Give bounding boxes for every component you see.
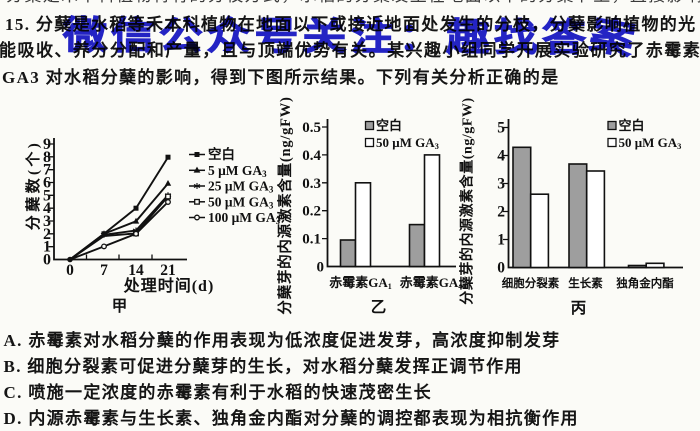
svg-text:空白: 空白 [208,146,235,162]
svg-text:1: 1 [497,232,505,249]
svg-text:0: 0 [43,252,51,269]
svg-text:2: 2 [43,226,51,243]
svg-text:6: 6 [43,175,51,192]
svg-text:独角金内酯: 独角金内酯 [616,276,674,290]
svg-text:乙: 乙 [371,299,387,316]
svg-text:空白: 空白 [376,118,402,133]
svg-text:0.2: 0.2 [302,204,321,220]
svg-text:赤霉素GA1: 赤霉素GA1 [329,275,392,291]
svg-text:8: 8 [43,149,51,166]
svg-text:5: 5 [43,187,51,204]
svg-text:3: 3 [497,176,505,193]
svg-text:分蘖芽的内源激素含量(ng/gFW): 分蘖芽的内源激素含量(ng/gFW) [276,96,294,314]
svg-text:生长素: 生长素 [568,276,603,290]
svg-text:50 μM GA3: 50 μM GA3 [208,194,274,210]
svg-text:0: 0 [497,260,505,277]
svg-text:空白: 空白 [619,118,645,133]
svg-text:0: 0 [66,262,74,279]
svg-text:4: 4 [43,200,51,217]
svg-text:甲: 甲 [112,297,128,315]
svg-text:丙: 丙 [571,299,587,317]
svg-text:7: 7 [100,262,108,279]
svg-text:分蘖芽的内源激素含量(ng/gFW): 分蘖芽的内源激素含量(ng/gFW) [459,97,476,304]
svg-text:2: 2 [497,204,505,221]
svg-text:9: 9 [43,136,51,153]
svg-text:赤霉素GA4: 赤霉素GA4 [400,275,463,291]
svg-text:4: 4 [497,148,505,165]
svg-text:21: 21 [160,262,176,279]
svg-text:1: 1 [43,239,51,256]
svg-text:100 μM GA3: 100 μM GA3 [208,210,281,226]
svg-text:处理时间(d): 处理时间(d) [123,276,215,295]
svg-text:5 μM GA3: 5 μM GA3 [208,163,267,179]
svg-text:分蘖数(个): 分蘖数(个) [24,140,42,230]
svg-text:细胞分裂素: 细胞分裂素 [502,276,560,290]
svg-text:3: 3 [43,213,51,230]
svg-text:0: 0 [317,260,325,276]
svg-text:50 μM GA3: 50 μM GA3 [376,135,439,151]
svg-text:25 μM GA3: 25 μM GA3 [208,179,274,195]
svg-text:50 μM GA3: 50 μM GA3 [619,135,682,151]
svg-text:0.4: 0.4 [302,148,321,164]
svg-text:0.3: 0.3 [302,176,321,192]
svg-text:5: 5 [497,120,505,137]
svg-text:7: 7 [43,162,51,179]
svg-text:14: 14 [128,262,144,279]
svg-text:0.1: 0.1 [302,232,321,248]
svg-text:0.5: 0.5 [302,120,321,136]
